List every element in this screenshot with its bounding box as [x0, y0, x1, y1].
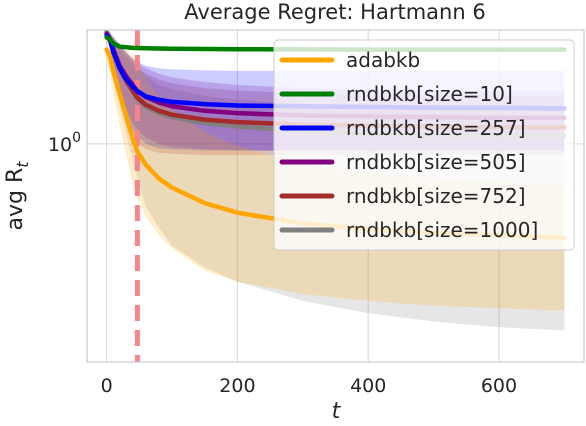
y-tick-label: 100 [48, 130, 81, 156]
y-tick-exp: 0 [72, 130, 81, 146]
y-axis-label-main: avg R [3, 168, 28, 231]
x-axis-label: t [332, 399, 342, 424]
legend-item: rndbkb[size=752] [279, 184, 526, 208]
legend-item: rndbkb[size=1000] [279, 218, 538, 242]
y-tick-base: 10 [48, 134, 72, 156]
legend-label: rndbkb[size=505] [346, 150, 526, 174]
legend-item: rndbkb[size=10] [279, 82, 513, 106]
legend: adabkb rndbkb[size=10] rndbkb[size=257] rnd… [273, 39, 575, 251]
legend-item: adabkb [279, 48, 420, 72]
legend-label: rndbkb[size=10] [346, 82, 513, 106]
legend-item: rndbkb[size=257] [279, 116, 526, 140]
y-axis-label-sub: t [13, 161, 32, 168]
legend-label: rndbkb[size=752] [346, 184, 526, 208]
legend-label: rndbkb[size=1000] [346, 218, 538, 242]
x-tick-label: 600 [481, 375, 517, 397]
plot-frame [86, 29, 585, 363]
chart-title: Average Regret: Hartmann 6 [184, 0, 485, 24]
x-tick-labels: 0 200 400 600 [101, 375, 518, 397]
legend-box [273, 39, 575, 251]
legend-item: rndbkb[size=505] [279, 150, 526, 174]
x-tick-label: 400 [350, 375, 386, 397]
y-axis-label: avg Rt [3, 161, 32, 231]
x-tick-label: 0 [101, 375, 113, 397]
x-tick-label: 200 [219, 375, 255, 397]
y-tick-labels: 100 [48, 130, 81, 156]
legend-label: rndbkb[size=257] [346, 116, 526, 140]
legend-label: adabkb [346, 48, 420, 72]
